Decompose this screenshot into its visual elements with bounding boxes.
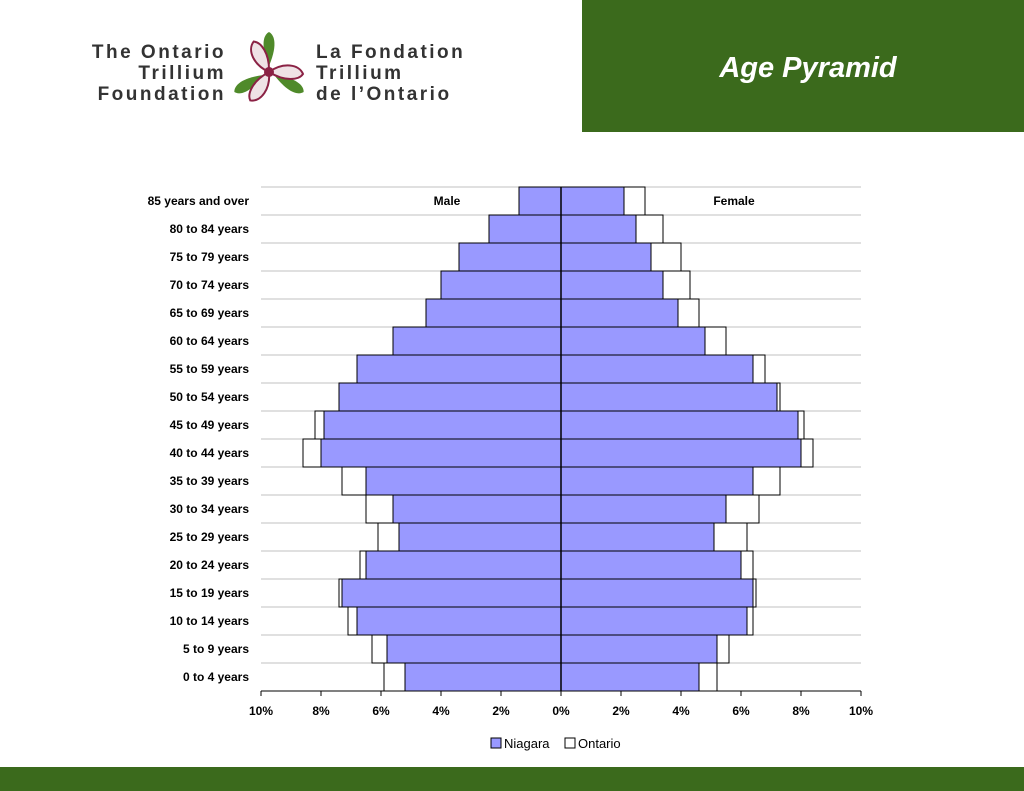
bar-niagara-female <box>560 522 715 552</box>
x-tick-label: 2% <box>492 704 510 718</box>
legend-label-ontario: Ontario <box>578 736 621 751</box>
bar-niagara-female <box>560 382 778 412</box>
male-label: Male <box>434 194 461 208</box>
bar-niagara-female <box>560 270 664 300</box>
category-label: 85 years and over <box>148 194 250 208</box>
x-tick-label: 4% <box>432 704 450 718</box>
legend-swatch-niagara <box>490 737 502 749</box>
bar-niagara-female <box>560 186 625 216</box>
x-tick-label: 2% <box>612 704 630 718</box>
category-label: 70 to 74 years <box>170 278 250 292</box>
logo-line: de l’Ontario <box>316 84 452 105</box>
bar-niagara-male <box>338 382 562 412</box>
logo-line: Trillium <box>316 63 404 84</box>
category-label: 40 to 44 years <box>170 446 250 460</box>
bar-niagara-male <box>425 298 562 328</box>
bar-niagara-female <box>560 438 802 468</box>
bar-niagara-male <box>356 606 562 636</box>
bar-niagara-female <box>560 662 700 692</box>
bar-niagara-female <box>560 242 652 272</box>
category-label: 50 to 54 years <box>170 390 250 404</box>
category-label: 25 to 29 years <box>170 530 250 544</box>
category-label: 45 to 49 years <box>170 418 250 432</box>
category-label: 30 to 34 years <box>170 502 250 516</box>
legend-swatch-ontario <box>564 737 576 749</box>
bar-niagara-male <box>386 634 562 664</box>
bar-niagara-male <box>320 438 562 468</box>
bar-niagara-male <box>341 578 562 608</box>
footer-band <box>0 767 1024 791</box>
bar-niagara-male <box>440 270 562 300</box>
legend-label-niagara: Niagara <box>504 736 550 751</box>
bar-niagara-male <box>356 354 562 384</box>
x-tick-label: 4% <box>672 704 690 718</box>
bar-niagara-male <box>518 186 562 216</box>
bar-niagara-female <box>560 326 706 356</box>
bar-niagara-female <box>560 298 679 328</box>
bar-niagara-female <box>560 214 637 244</box>
x-tick-label: 8% <box>792 704 810 718</box>
bar-niagara-male <box>392 326 562 356</box>
bar-niagara-male <box>398 522 562 552</box>
bar-niagara-female <box>560 410 799 440</box>
category-label: 60 to 64 years <box>170 334 250 348</box>
bar-niagara-female <box>560 578 754 608</box>
bar-niagara-female <box>560 634 718 664</box>
logo-line: The Ontario <box>91 42 226 63</box>
bar-niagara-female <box>560 606 748 636</box>
x-tick-label: 10% <box>849 704 873 718</box>
bar-niagara-male <box>488 214 562 244</box>
x-tick-label: 6% <box>732 704 750 718</box>
bar-niagara-female <box>560 550 742 580</box>
category-label: 15 to 19 years <box>170 586 250 600</box>
category-label: 20 to 24 years <box>170 558 250 572</box>
category-label: 5 to 9 years <box>183 642 249 656</box>
category-label: 10 to 14 years <box>170 614 250 628</box>
page-title: Age Pyramid <box>719 52 897 84</box>
logo-text-french: La Fondation Trillium de l’Ontario <box>316 42 486 105</box>
bar-niagara-male <box>323 410 562 440</box>
bar-niagara-male <box>365 550 562 580</box>
x-tick-label: 6% <box>372 704 390 718</box>
female-label: Female <box>713 194 755 208</box>
bar-niagara-female <box>560 466 754 496</box>
bar-niagara-male <box>365 466 562 496</box>
category-label: 75 to 79 years <box>170 250 250 264</box>
trillium-flower-icon <box>234 32 305 102</box>
x-tick-label: 8% <box>312 704 330 718</box>
logo-line: Foundation <box>97 84 226 105</box>
logo-line: Trillium <box>138 63 226 84</box>
bar-niagara-female <box>560 354 754 384</box>
category-label: 55 to 59 years <box>170 362 250 376</box>
x-tick-label: 10% <box>249 704 273 718</box>
category-label: 0 to 4 years <box>183 670 249 684</box>
bar-niagara-female <box>560 494 727 524</box>
category-label: 35 to 39 years <box>170 474 250 488</box>
bar-niagara-male <box>458 242 562 272</box>
x-tick-label: 0% <box>552 704 570 718</box>
bar-niagara-male <box>392 494 562 524</box>
category-label: 65 to 69 years <box>170 306 250 320</box>
logo-text-english: The Ontario Trillium Foundation <box>80 42 226 105</box>
header-band <box>582 0 1024 132</box>
category-label: 80 to 84 years <box>170 222 250 236</box>
logo-line: La Fondation <box>316 42 466 63</box>
bar-niagara-male <box>404 662 562 692</box>
